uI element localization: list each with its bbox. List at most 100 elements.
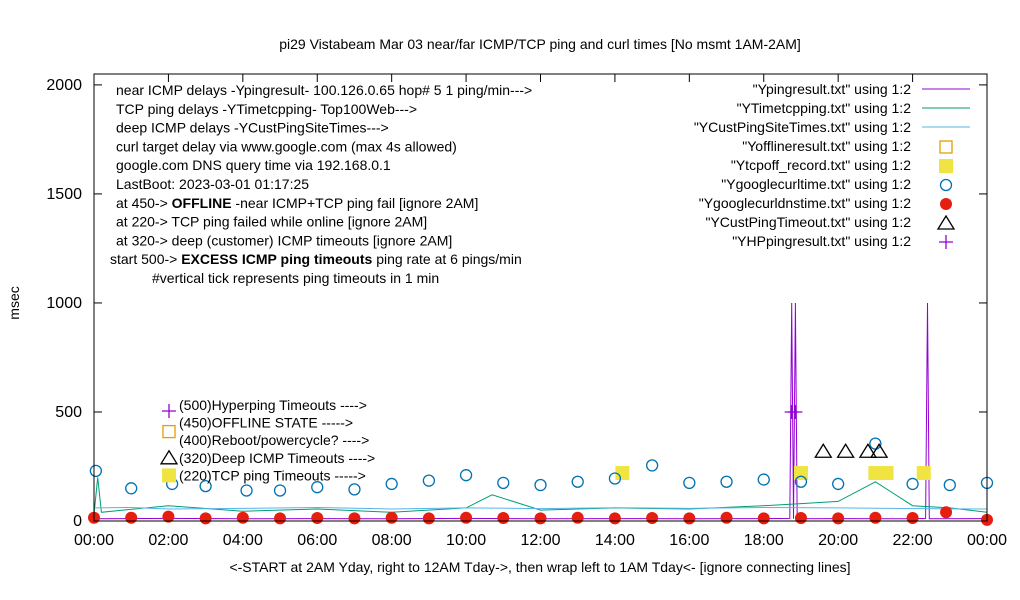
data-point (832, 477, 845, 491)
legend-swatch (940, 198, 952, 210)
data-point (720, 511, 733, 524)
series-2 (93, 506, 988, 510)
key-label: (220)TCP ping Timeouts -----> (179, 467, 366, 483)
data-point (422, 512, 435, 525)
data-point (348, 512, 361, 525)
key-block: (500)Hyperping Timeouts ----> (450)OFFLIN… (159, 397, 375, 483)
data-point (793, 466, 808, 481)
x-axis-label: <-START at 2AM Yday, right to 12AM Tday-… (229, 559, 850, 575)
series-1 (93, 477, 988, 515)
legend-label: "Ypingresult.txt" using 1:2 (753, 81, 912, 97)
legend-label: "YTimetcpping.txt" using 1:2 (737, 100, 912, 116)
key-label: (500)Hyperping Timeouts ----> (179, 397, 367, 413)
info-line: google.com DNS query time via 192.168.0.… (116, 157, 391, 173)
data-point (240, 484, 253, 497)
offline-prefix: at 450-> (116, 195, 172, 211)
data-point (89, 464, 103, 477)
data-point (879, 466, 894, 481)
data-point (869, 442, 889, 458)
data-point (125, 482, 138, 495)
y-tick-label: 1000 (46, 295, 82, 312)
x-tick-label: 08:00 (372, 532, 412, 549)
x-tick-label: 12:00 (520, 532, 560, 549)
excess-line: start 500-> EXCESS ICMP ping timeouts pi… (110, 251, 522, 267)
key-marker (162, 468, 176, 483)
series-4 (615, 466, 931, 481)
info-line: at 220-> TCP ping failed while online [i… (116, 214, 427, 230)
x-tick-label: 18:00 (744, 532, 784, 549)
data-point (788, 404, 803, 419)
plot-frame (93, 73, 988, 522)
series-6 (88, 506, 993, 526)
legend-label: "Ygooglecurldnstime.txt" using 1:2 (699, 195, 911, 211)
info-line: near ICMP delays -Ypingresult- 100.126.0… (116, 82, 532, 98)
data-point (943, 478, 956, 492)
data-point (125, 511, 138, 524)
x-tick-label: 00:00 (74, 532, 114, 549)
data-point (236, 511, 249, 524)
x-tick-label: 06:00 (297, 532, 337, 549)
legend-swatch (939, 178, 953, 192)
legend-swatch (939, 235, 953, 249)
data-point (836, 442, 855, 458)
x-tick-label: 16:00 (669, 532, 709, 549)
key-marker (162, 424, 176, 439)
info-line: at 320-> deep (customer) ICMP timeouts [… (116, 232, 452, 248)
legend-label: "YCustPingTimeout.txt" using 1:2 (705, 214, 911, 230)
data-point (832, 512, 845, 525)
data-point (906, 511, 919, 524)
data-point (273, 484, 287, 497)
data-point (199, 479, 212, 493)
offline-suffix: -near ICMP+TCP ping fail [ignore 2AM] (232, 195, 479, 211)
data-point (311, 481, 324, 494)
key-marker (159, 449, 179, 465)
offline-line: at 450-> OFFLINE -near ICMP+TCP ping fai… (116, 195, 478, 211)
data-point (645, 459, 659, 472)
y-tick-label: 500 (55, 404, 82, 421)
data-point (868, 466, 883, 481)
data-point (534, 512, 547, 525)
excess-prefix: start 500-> (110, 251, 181, 267)
data-point (385, 477, 398, 491)
data-point (162, 510, 175, 523)
data-point (615, 466, 630, 481)
y-tick-label: 2000 (46, 77, 82, 94)
legend-label: "YHPpingresult.txt" using 1:2 (732, 233, 911, 249)
data-point (534, 478, 547, 492)
data-point (348, 483, 361, 496)
data-point (940, 506, 953, 519)
y-tick-label: 1500 (46, 186, 82, 203)
legend-swatch (939, 140, 953, 154)
data-point (869, 511, 882, 524)
data-point (794, 511, 807, 524)
x-tick-label: 22:00 (893, 532, 933, 549)
data-point (608, 512, 621, 525)
data-point (459, 469, 473, 482)
x-tick-label: 14:00 (595, 532, 635, 549)
x-tick-label: 04:00 (223, 532, 263, 549)
legend-swatch (939, 159, 953, 173)
data-point (757, 512, 770, 525)
info-block: near ICMP delays -Ypingresult- 100.126.0… (110, 82, 532, 286)
legend-label: "Ytcpoff_record.txt" using 1:2 (731, 157, 911, 173)
legend-label: "Yofflineresult.txt" using 1:2 (742, 138, 911, 154)
key-label: (320)Deep ICMP Timeouts ----> (179, 450, 375, 466)
key-label: (450)OFFLINE STATE -----> (179, 415, 353, 431)
y-tick-label: 0 (73, 513, 82, 530)
legend-label: "YCustPingSiteTimes.txt" using 1:2 (694, 119, 911, 135)
data-point (906, 477, 919, 491)
data-point (683, 476, 696, 489)
data-point (814, 442, 833, 458)
data-point (571, 475, 584, 488)
data-point (497, 511, 510, 524)
x-tick-label: 02:00 (148, 532, 188, 549)
legend-swatch (936, 214, 956, 230)
series-0 (93, 302, 988, 520)
info-line: curl target delay via www.google.com (ma… (116, 138, 457, 154)
data-point (497, 476, 510, 489)
x-tick-label: 00:00 (967, 532, 1007, 549)
data-point (311, 511, 324, 524)
key-marker (162, 404, 176, 418)
data-point (646, 511, 659, 524)
